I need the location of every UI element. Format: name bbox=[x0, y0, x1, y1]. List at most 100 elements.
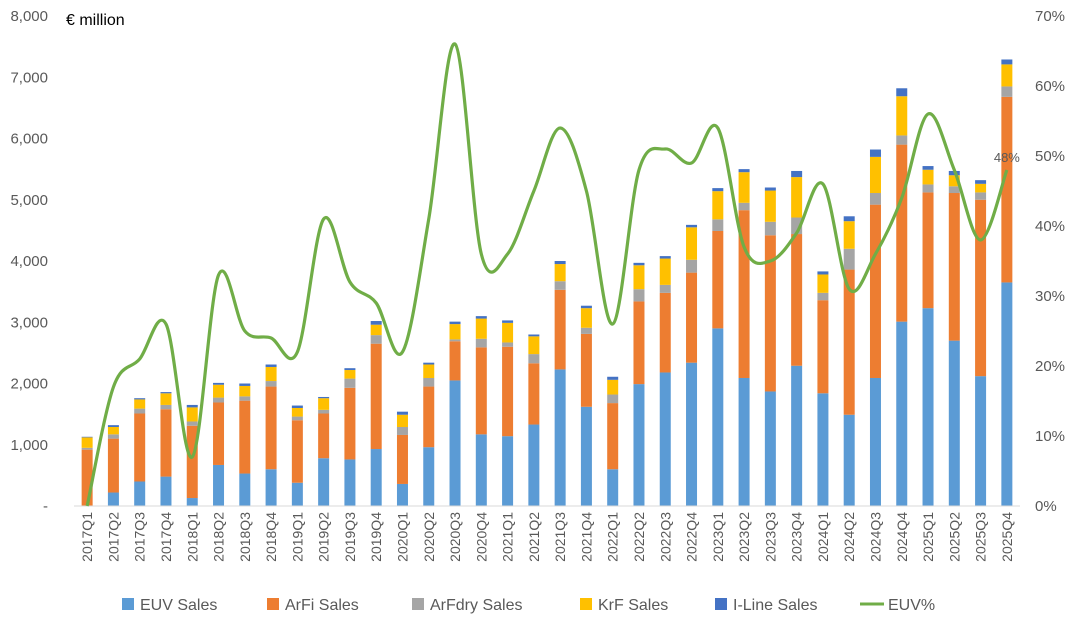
bar-euv-sales-2023q2 bbox=[738, 377, 750, 506]
bar-arfdry-sales-2021q2 bbox=[528, 354, 540, 364]
bar-stack-2023q4 bbox=[791, 170, 803, 506]
bar-i-line-sales-2018q2 bbox=[213, 382, 225, 385]
bar-stack-2020q4 bbox=[475, 316, 487, 506]
y2-tick-label: 30% bbox=[1035, 288, 1065, 305]
bar-krf-sales-2018q3 bbox=[239, 385, 251, 397]
x-tick-label: 2019Q2 bbox=[316, 512, 332, 562]
bar-i-line-sales-2021q1 bbox=[502, 320, 514, 323]
x-tick-label: 2018Q3 bbox=[237, 512, 253, 562]
bar-euv-sales-2024q4 bbox=[896, 321, 908, 506]
bar-arfdry-sales-2017q1 bbox=[81, 447, 93, 450]
bar-arfdry-sales-2020q3 bbox=[449, 339, 461, 342]
bar-i-line-sales-2023q2 bbox=[738, 169, 750, 173]
bar-arfdry-sales-2025q1 bbox=[922, 184, 934, 193]
bar-arfdry-sales-2021q3 bbox=[554, 281, 566, 290]
bar-krf-sales-2025q1 bbox=[922, 169, 934, 185]
bar-i-line-sales-2021q3 bbox=[554, 261, 566, 265]
x-tick-label: 2021Q4 bbox=[578, 512, 594, 562]
bar-euv-sales-2024q2 bbox=[843, 414, 855, 506]
bar-stack-2017q4 bbox=[160, 392, 172, 506]
bar-stack-2024q4 bbox=[896, 88, 908, 506]
euv-percent-line-path bbox=[85, 42, 1009, 507]
legend-label: EUV% bbox=[888, 597, 935, 614]
bar-arfi-sales-2020q3 bbox=[449, 341, 461, 381]
bar-i-line-sales-2018q4 bbox=[265, 364, 277, 367]
bar-krf-sales-2021q2 bbox=[528, 336, 540, 355]
x-tick-label: 2020Q1 bbox=[394, 512, 410, 562]
bar-arfi-sales-2022q4 bbox=[686, 272, 698, 363]
bar-arfdry-sales-2017q4 bbox=[160, 404, 172, 410]
bar-arfi-sales-2022q1 bbox=[607, 403, 619, 470]
y2-tick-label: 70% bbox=[1035, 8, 1065, 25]
bar-euv-sales-2019q3 bbox=[344, 459, 356, 506]
bar-arfi-sales-2017q2 bbox=[107, 438, 119, 493]
x-tick-label: 2021Q2 bbox=[526, 512, 542, 562]
x-tick-label: 2025Q3 bbox=[973, 512, 989, 562]
x-tick-label: 2022Q3 bbox=[657, 512, 673, 562]
bar-arfi-sales-2023q4 bbox=[791, 234, 803, 366]
bar-arfi-sales-2020q4 bbox=[475, 347, 487, 435]
bar-arfdry-sales-2025q4 bbox=[1001, 86, 1013, 97]
x-tick-label: 2022Q1 bbox=[605, 512, 621, 562]
legend-item-euv: EUV% bbox=[860, 597, 935, 614]
bar-krf-sales-2020q3 bbox=[449, 324, 461, 340]
bar-stack-2021q2 bbox=[528, 334, 540, 506]
bar-krf-sales-2020q1 bbox=[396, 414, 408, 427]
bar-arfi-sales-2023q2 bbox=[738, 210, 750, 378]
bar-stack-2023q3 bbox=[764, 187, 776, 506]
bar-euv-sales-2023q1 bbox=[712, 328, 724, 506]
bar-arfdry-sales-2019q4 bbox=[370, 335, 382, 344]
x-tick-label: 2023Q4 bbox=[789, 512, 805, 562]
x-tick-label: 2023Q3 bbox=[762, 512, 778, 562]
x-tick-label: 2024Q4 bbox=[894, 512, 910, 562]
bar-stack-2022q3 bbox=[659, 256, 671, 506]
euv-percent-line bbox=[85, 42, 1009, 507]
legend-item-arfdry-sales: ArFdry Sales bbox=[412, 597, 522, 614]
bar-arfdry-sales-2018q1 bbox=[186, 421, 198, 426]
bar-krf-sales-2022q3 bbox=[659, 258, 671, 285]
bar-euv-sales-2017q4 bbox=[160, 476, 172, 506]
bar-euv-sales-2018q1 bbox=[186, 498, 198, 506]
bar-euv-sales-2021q2 bbox=[528, 424, 540, 506]
bar-arfi-sales-2018q2 bbox=[213, 402, 225, 465]
bar-krf-sales-2018q1 bbox=[186, 407, 198, 422]
bar-euv-sales-2024q1 bbox=[817, 393, 829, 506]
bar-arfdry-sales-2023q2 bbox=[738, 202, 750, 211]
bar-arfi-sales-2023q1 bbox=[712, 230, 724, 329]
x-tick-label: 2023Q2 bbox=[736, 512, 752, 562]
bar-arfdry-sales-2024q3 bbox=[869, 193, 881, 205]
bar-stack-2021q3 bbox=[554, 261, 566, 506]
bar-i-line-sales-2021q4 bbox=[580, 305, 592, 309]
bar-arfi-sales-2019q3 bbox=[344, 387, 356, 460]
bar-arfi-sales-2018q3 bbox=[239, 400, 251, 474]
bar-arfdry-sales-2022q4 bbox=[686, 259, 698, 273]
bar-stack-2019q4 bbox=[370, 321, 382, 506]
legend-swatch bbox=[267, 598, 279, 610]
bar-arfdry-sales-2023q1 bbox=[712, 219, 724, 231]
legend-label: I-Line Sales bbox=[733, 597, 818, 614]
bar-euv-sales-2018q2 bbox=[213, 464, 225, 506]
x-tick-label: 2017Q4 bbox=[158, 512, 174, 562]
y-axis-right: 0% 10% 20% 30% 40% 50% 60% 70% bbox=[1035, 8, 1065, 515]
legend-swatch bbox=[122, 598, 134, 610]
bar-stack-2020q1 bbox=[396, 411, 408, 506]
bar-euv-sales-2019q1 bbox=[291, 482, 303, 506]
x-tick-label: 2025Q2 bbox=[946, 512, 962, 562]
bar-arfdry-sales-2023q4 bbox=[791, 217, 803, 235]
bar-euv-sales-2023q3 bbox=[764, 391, 776, 506]
bar-krf-sales-2023q3 bbox=[764, 190, 776, 222]
bar-arfdry-sales-2022q1 bbox=[607, 394, 619, 404]
x-tick-label: 2025Q1 bbox=[920, 512, 936, 562]
bar-krf-sales-2018q2 bbox=[213, 384, 225, 398]
x-tick-label: 2020Q3 bbox=[447, 512, 463, 562]
bar-arfi-sales-2024q3 bbox=[869, 204, 881, 378]
bar-stack-2018q3 bbox=[239, 383, 251, 506]
bar-i-line-sales-2018q1 bbox=[186, 404, 198, 408]
legend-label: EUV Sales bbox=[140, 597, 217, 614]
bar-i-line-sales-2022q4 bbox=[686, 224, 698, 228]
legend-label: ArFi Sales bbox=[285, 597, 359, 614]
legend-item-arfi-sales: ArFi Sales bbox=[267, 597, 359, 614]
legend-label: ArFdry Sales bbox=[430, 597, 522, 614]
bar-arfdry-sales-2024q2 bbox=[843, 248, 855, 270]
bar-i-line-sales-2023q1 bbox=[712, 188, 724, 192]
